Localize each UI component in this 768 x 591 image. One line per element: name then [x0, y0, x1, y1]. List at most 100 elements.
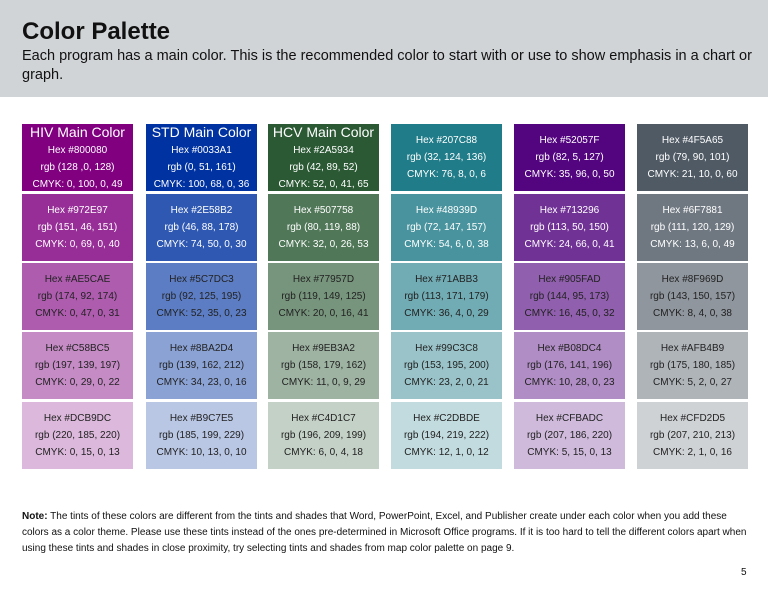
color-swatch: Hex #2E58B2 rgb (46, 88, 178) CMYK: 74, 50…	[146, 194, 257, 261]
cmyk-value: CMYK: 0, 69, 0, 40	[35, 239, 120, 250]
color-swatch: Hex #B9C7E5 rgb (185, 199, 229) CMYK: 10, …	[146, 402, 257, 469]
color-swatch: Hex #99C3C8 rgb (153, 195, 200) CMYK: 23, …	[391, 332, 502, 399]
cmyk-value: CMYK: 0, 47, 0, 31	[35, 308, 120, 319]
cmyk-value: CMYK: 5, 15, 0, 13	[527, 447, 612, 458]
rgb-value: rgb (113, 171, 179)	[404, 291, 489, 302]
rgb-value: rgb (92, 125, 195)	[161, 291, 242, 302]
rgb-value: rgb (143, 150, 157)	[649, 291, 736, 302]
hex-value: Hex #713296	[539, 205, 600, 216]
color-swatch: HCV Main Color Hex #2A5934 rgb (42, 89, 52…	[268, 124, 379, 191]
color-swatch: Hex #B08DC4 rgb (176, 141, 196) CMYK: 10, …	[514, 332, 625, 399]
header-band: Color Palette Each program has a main co…	[0, 0, 768, 97]
hex-value: Hex #C2DBDE	[413, 413, 480, 424]
hex-value: Hex #CFBADC	[535, 413, 604, 424]
color-swatch: Hex #C2DBDE rgb (194, 219, 222) CMYK: 12, …	[391, 402, 502, 469]
main-color-label: STD Main Color	[151, 123, 252, 140]
cmyk-value: CMYK: 12, 1, 0, 12	[404, 447, 489, 458]
page-number: 5	[741, 567, 747, 578]
cmyk-value: CMYK: 24, 66, 0, 41	[524, 239, 615, 250]
main-color-label: HIV Main Color	[30, 123, 125, 140]
hex-value: Hex #905FAD	[538, 274, 601, 285]
rgb-value: rgb (196, 209, 199)	[280, 430, 367, 441]
hex-value: Hex #800080	[47, 144, 108, 156]
color-swatch: Hex #905FAD rgb (144, 95, 173) CMYK: 16, 4…	[514, 263, 625, 330]
color-swatch: Hex #713296 rgb (113, 50, 150) CMYK: 24, 6…	[514, 194, 625, 261]
color-swatch: Hex #5C7DC3 rgb (92, 125, 195) CMYK: 52, 3…	[146, 263, 257, 330]
color-swatch: Hex #9EB3A2 rgb (158, 179, 162) CMYK: 11, …	[268, 332, 379, 399]
rgb-value: rgb (185, 199, 229)	[158, 430, 245, 441]
hex-value: Hex #AE5CAE	[44, 274, 111, 285]
cmyk-value: CMYK: 32, 0, 26, 53	[278, 239, 369, 250]
note-text: The tints of these colors are different …	[22, 511, 747, 554]
rgb-value: rgb (128 ,0, 128)	[40, 161, 115, 173]
color-swatch: Hex #6F7881 rgb (111, 120, 129) CMYK: 13, …	[637, 194, 748, 261]
cmyk-value: CMYK: 34, 23, 0, 16	[156, 377, 247, 388]
color-swatch: Hex #77957D rgb (119, 149, 125) CMYK: 20, …	[268, 263, 379, 330]
cmyk-value: CMYK: 23, 2, 0, 21	[404, 377, 489, 388]
rgb-value: rgb (113, 50, 150)	[530, 222, 609, 233]
hex-value: Hex #77957D	[292, 274, 355, 285]
hex-value: Hex #2A5934	[293, 144, 354, 156]
cmyk-value: CMYK: 0, 15, 0, 13	[35, 447, 120, 458]
color-swatch: Hex #4F5A65 rgb (79, 90, 101) CMYK: 21, 10…	[637, 124, 748, 191]
page-title: Color Palette	[22, 18, 171, 45]
color-swatch: Hex #207C88 rgb (32, 124, 136) CMYK: 76, 8…	[391, 124, 502, 191]
cmyk-value: CMYK: 0, 100, 0, 49	[32, 178, 123, 190]
rgb-value: rgb (119, 149, 125)	[281, 291, 366, 302]
hex-value: Hex #8F969D	[661, 274, 724, 285]
cmyk-value: CMYK: 74, 50, 0, 30	[156, 239, 247, 250]
rgb-value: rgb (176, 141, 196)	[526, 360, 613, 371]
hex-value: Hex #2E58B2	[170, 205, 233, 216]
color-swatch: Hex #CFD2D5 rgb (207, 210, 213) CMYK: 2, 1…	[637, 402, 748, 469]
rgb-value: rgb (153, 195, 200)	[403, 360, 490, 371]
hex-value: Hex #CFD2D5	[659, 413, 726, 424]
cmyk-value: CMYK: 10, 28, 0, 23	[524, 377, 615, 388]
rgb-value: rgb (194, 219, 222)	[403, 430, 490, 441]
hex-value: Hex #71ABB3	[415, 274, 478, 285]
color-swatch: Hex #AE5CAE rgb (174, 92, 174) CMYK: 0, 47…	[22, 263, 133, 330]
cmyk-value: CMYK: 54, 6, 0, 38	[404, 239, 489, 250]
hex-value: Hex #C58BC5	[45, 343, 110, 354]
rgb-value: rgb (175, 180, 185)	[649, 360, 736, 371]
hex-value: Hex #5C7DC3	[169, 274, 234, 285]
cmyk-value: CMYK: 21, 10, 0, 60	[647, 169, 738, 180]
color-swatch: Hex #DCB9DC rgb (220, 185, 220) CMYK: 0, 1…	[22, 402, 133, 469]
color-swatch: Hex #C4D1C7 rgb (196, 209, 199) CMYK: 6, 0…	[268, 402, 379, 469]
hex-value: Hex #C4D1C7	[291, 413, 356, 424]
rgb-value: rgb (139, 162, 212)	[158, 360, 245, 371]
rgb-value: rgb (82, 5, 127)	[535, 152, 604, 163]
cmyk-value: CMYK: 35, 96, 0, 50	[524, 169, 615, 180]
rgb-value: rgb (32, 124, 136)	[406, 152, 487, 163]
color-swatch: Hex #52057F rgb (82, 5, 127) CMYK: 35, 96,…	[514, 124, 625, 191]
cmyk-value: CMYK: 8, 4, 0, 38	[653, 308, 732, 319]
hex-value: Hex #0033A1	[171, 144, 232, 156]
color-swatch: Hex #48939D rgb (72, 147, 157) CMYK: 54, 6…	[391, 194, 502, 261]
cmyk-value: CMYK: 76, 8, 0, 6	[407, 169, 486, 180]
rgb-value: rgb (158, 179, 162)	[280, 360, 367, 371]
color-swatch: Hex #CFBADC rgb (207, 186, 220) CMYK: 5, 1…	[514, 402, 625, 469]
hex-value: Hex #9EB3A2	[292, 343, 355, 354]
color-swatch: Hex #71ABB3 rgb (113, 171, 179) CMYK: 36, …	[391, 263, 502, 330]
cmyk-value: CMYK: 0, 29, 0, 22	[35, 377, 120, 388]
cmyk-value: CMYK: 6, 0, 4, 18	[284, 447, 363, 458]
rgb-value: rgb (46, 88, 178)	[164, 222, 239, 233]
note: Note: The tints of these colors are diff…	[22, 509, 752, 557]
cmyk-value: CMYK: 11, 0, 9, 29	[281, 377, 366, 388]
rgb-value: rgb (79, 90, 101)	[655, 152, 730, 163]
hex-value: Hex #972E97	[47, 205, 108, 216]
rgb-value: rgb (80, 119, 88)	[286, 222, 361, 233]
cmyk-value: CMYK: 20, 0, 16, 41	[278, 308, 369, 319]
cmyk-value: CMYK: 2, 1, 0, 16	[653, 447, 732, 458]
hex-value: Hex #52057F	[539, 135, 600, 146]
hex-value: Hex #4F5A65	[661, 135, 724, 146]
cmyk-value: CMYK: 13, 6, 0, 49	[650, 239, 735, 250]
hex-value: Hex #207C88	[415, 135, 478, 146]
cmyk-value: CMYK: 52, 35, 0, 23	[156, 308, 247, 319]
rgb-value: rgb (0, 51, 161)	[167, 161, 236, 173]
rgb-value: rgb (111, 120, 129)	[650, 222, 735, 233]
cmyk-value: CMYK: 10, 13, 0, 10	[156, 447, 247, 458]
rgb-value: rgb (207, 210, 213)	[649, 430, 736, 441]
color-swatch: Hex #8F969D rgb (143, 150, 157) CMYK: 8, 4…	[637, 263, 748, 330]
hex-value: Hex #8BA2D4	[169, 343, 234, 354]
hex-value: Hex #48939D	[415, 205, 478, 216]
